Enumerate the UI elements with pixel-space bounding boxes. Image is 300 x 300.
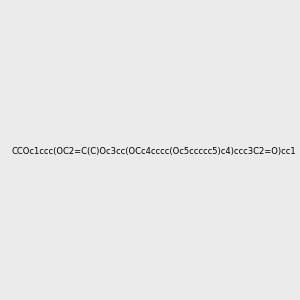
Text: CCOc1ccc(OC2=C(C)Oc3cc(OCc4cccc(Oc5ccccc5)c4)ccc3C2=O)cc1: CCOc1ccc(OC2=C(C)Oc3cc(OCc4cccc(Oc5ccccc… (11, 147, 296, 156)
